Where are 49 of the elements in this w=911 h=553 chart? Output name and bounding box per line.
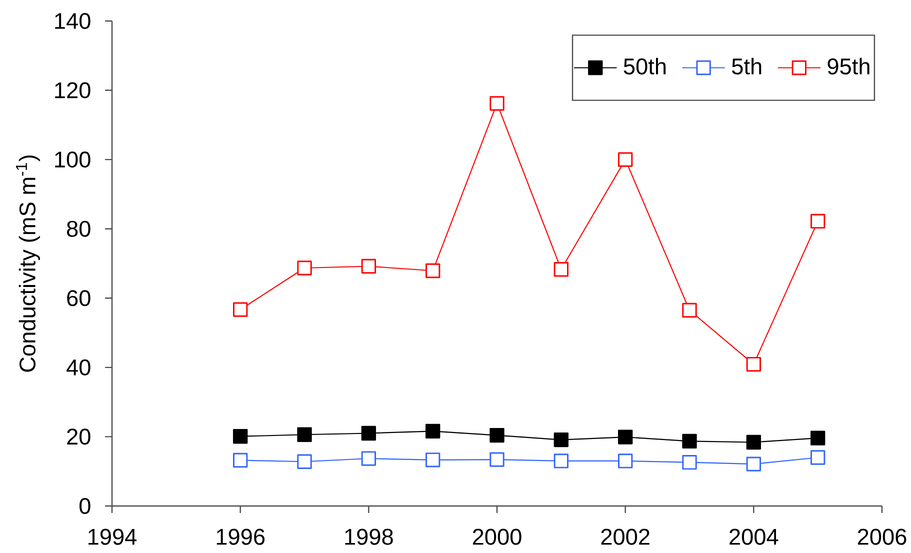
point xyxy=(426,452,440,468)
point xyxy=(682,434,697,449)
point xyxy=(554,432,568,448)
point xyxy=(233,452,248,468)
x-tick-label: 1994 xyxy=(88,528,137,545)
point xyxy=(490,96,504,111)
point xyxy=(746,434,761,450)
y-tick-label: 140 xyxy=(55,12,90,30)
point xyxy=(297,260,312,276)
y-tick-label: 40 xyxy=(66,359,90,376)
y-tick-label: 20 xyxy=(67,428,90,445)
point xyxy=(361,258,376,274)
x-tick-label: 2006 xyxy=(858,528,906,545)
point xyxy=(618,454,633,468)
y-tick-label: 120 xyxy=(55,82,90,98)
point xyxy=(490,452,504,467)
point xyxy=(233,429,248,444)
y-axis-title: Conductivity (mS m$^{-1}$) xyxy=(16,155,40,372)
legend-label: 95th xyxy=(828,58,870,74)
point xyxy=(746,356,761,372)
point xyxy=(233,302,248,317)
x-tick-label: 2004 xyxy=(730,528,778,545)
point xyxy=(426,263,440,278)
y-tick-label: 60 xyxy=(67,290,90,306)
point xyxy=(746,456,761,472)
point xyxy=(361,451,376,466)
point xyxy=(297,454,312,469)
point xyxy=(554,262,568,277)
x-tick-label: 2000 xyxy=(472,528,522,545)
legend-label: 5th xyxy=(732,58,762,74)
y-tick-label: 80 xyxy=(66,220,90,237)
point xyxy=(297,427,312,442)
y-tick-label: 100 xyxy=(55,152,90,168)
point xyxy=(682,302,697,318)
point xyxy=(618,152,633,167)
point xyxy=(810,214,826,229)
point xyxy=(682,455,697,470)
point xyxy=(361,426,376,441)
point xyxy=(426,424,440,438)
point xyxy=(810,430,826,446)
y-tick-label: 0 xyxy=(79,498,90,514)
point xyxy=(810,450,826,465)
point xyxy=(490,428,504,443)
point xyxy=(554,454,568,468)
legend-label: 50th xyxy=(624,58,666,74)
point xyxy=(618,430,633,444)
x-tick-label: 2002 xyxy=(601,528,650,545)
x-tick-label: 1996 xyxy=(216,528,265,545)
x-tick-label: 1998 xyxy=(345,528,393,545)
